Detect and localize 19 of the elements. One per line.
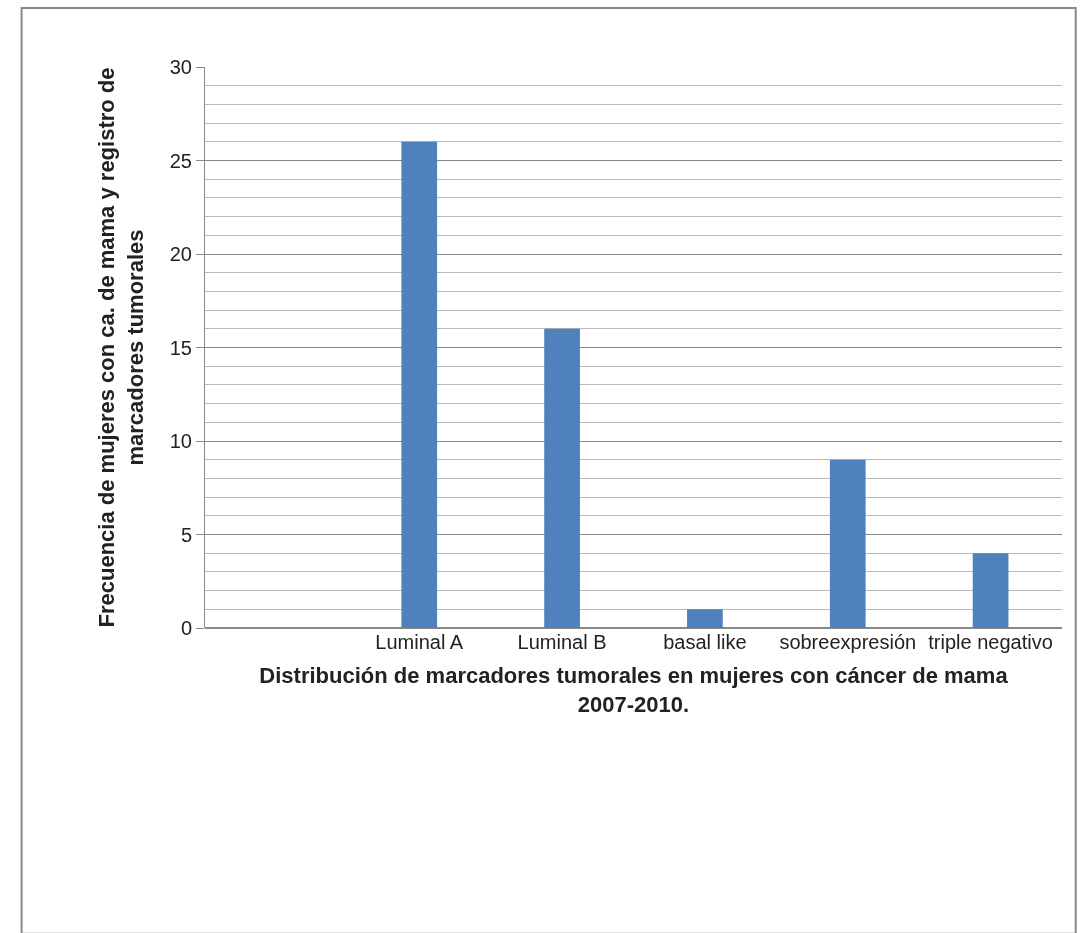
y-tick-label: 20 <box>169 243 192 265</box>
y-axis-title: Frecuencia de mujeres con ca. de mama y registro de marcadores tumorales <box>93 67 148 628</box>
y-tick-label: 30 <box>169 56 192 78</box>
x-tick-label: sobreexpresión <box>779 631 917 653</box>
bar <box>829 459 866 628</box>
y-tick-label: 0 <box>180 617 192 639</box>
bar <box>401 141 438 628</box>
bar <box>544 328 580 628</box>
x-tick-label: Luminal A <box>375 631 464 653</box>
x-tick-label: Luminal B <box>517 631 607 653</box>
y-tick-label: 5 <box>180 523 192 546</box>
x-tick-label: triple negativo <box>928 631 1053 653</box>
y-tick-label: 10 <box>169 430 192 452</box>
x-tick-label: basal like <box>663 631 747 653</box>
bar <box>687 609 723 628</box>
bar <box>972 553 1009 628</box>
y-tick-label: 15 <box>169 336 192 359</box>
y-tick-label: 25 <box>169 149 192 172</box>
x-axis-title: Distribución de marcadores tumorales en mujeres con cáncer de mama 2007-2010. <box>259 662 1009 717</box>
